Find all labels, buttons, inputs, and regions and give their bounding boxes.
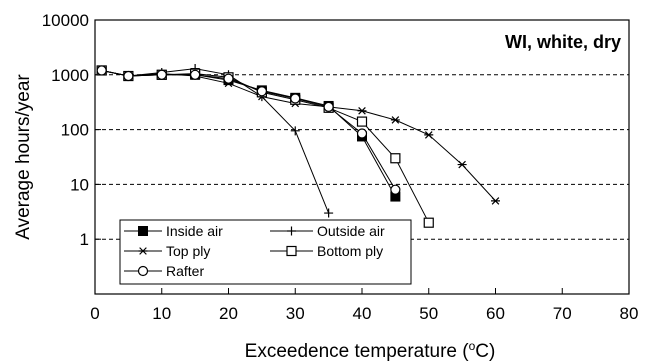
y-tick-label: 1 bbox=[80, 230, 89, 249]
data-point-top-ply bbox=[357, 107, 367, 115]
x-tick-label: 60 bbox=[486, 304, 505, 323]
data-point-rafter bbox=[323, 101, 334, 112]
legend-marker bbox=[138, 226, 148, 236]
data-point-bottom-ply bbox=[423, 217, 434, 228]
legend-marker bbox=[287, 226, 296, 236]
legend-label: Outside air bbox=[317, 223, 385, 239]
x-axis-title: Exceedence temperature (oC) bbox=[245, 339, 496, 362]
series-group bbox=[96, 64, 500, 228]
legend-item-top-ply: Top ply bbox=[124, 243, 210, 259]
x-tick-label: 20 bbox=[219, 304, 238, 323]
legend-item-inside-air: Inside air bbox=[124, 223, 223, 239]
series-line-outside-air bbox=[101, 68, 330, 214]
x-tick-label: 70 bbox=[553, 304, 572, 323]
data-point-rafter bbox=[356, 128, 368, 139]
series-outside-air bbox=[97, 64, 334, 218]
data-point-bottom-ply bbox=[390, 153, 401, 164]
data-point-top-ply bbox=[390, 116, 400, 124]
legend-marker bbox=[138, 247, 148, 255]
legend-item-bottom-ply: Bottom ply bbox=[270, 243, 383, 259]
data-point-rafter bbox=[390, 184, 401, 195]
x-axis-title-main: Exceedence temperature ( bbox=[245, 341, 470, 362]
data-point-rafter bbox=[256, 86, 267, 97]
data-point-rafter bbox=[290, 93, 301, 104]
legend-marker bbox=[137, 265, 149, 277]
series-rafter bbox=[96, 65, 401, 195]
y-tick-label: 10000 bbox=[42, 11, 89, 30]
data-point-outside-air bbox=[324, 208, 334, 218]
legend-label: Bottom ply bbox=[317, 243, 383, 259]
x-axis-title-unit-super: o bbox=[469, 339, 476, 353]
legend-label: Rafter bbox=[166, 263, 204, 279]
x-tick-label: 30 bbox=[286, 304, 305, 323]
data-point-rafter bbox=[156, 69, 167, 80]
x-axis-title-unit-tail: C) bbox=[475, 341, 495, 362]
data-point-top-ply bbox=[491, 197, 500, 205]
series-top-ply bbox=[97, 66, 500, 205]
x-tick-labels: 0 10 20 30 40 50 60 70 80 bbox=[90, 304, 638, 323]
legend-box bbox=[119, 219, 412, 285]
data-point-top-ply bbox=[457, 160, 467, 169]
x-tick-label: 40 bbox=[353, 304, 372, 323]
data-point-rafter bbox=[123, 70, 134, 82]
x-tick-label: 0 bbox=[90, 304, 99, 323]
series-line-rafter bbox=[101, 70, 396, 190]
legend-item-rafter: Rafter bbox=[124, 263, 204, 279]
y-tick-label: 1000 bbox=[51, 66, 89, 85]
grid-lines bbox=[95, 74, 629, 240]
x-tick-label: 80 bbox=[620, 304, 639, 323]
legend-label: Top ply bbox=[166, 243, 210, 259]
data-point-rafter bbox=[96, 65, 107, 76]
legend-item-outside-air: Outside air bbox=[270, 223, 385, 239]
data-point-outside-air bbox=[290, 126, 300, 136]
data-point-rafter bbox=[223, 73, 234, 84]
chart-annotation: WI, white, dry bbox=[505, 32, 621, 52]
y-tick-label: 100 bbox=[61, 121, 89, 140]
x-tick-label: 10 bbox=[152, 304, 171, 323]
y-axis-title: Average hours/year bbox=[13, 74, 34, 240]
legend: Inside air Outside air Top ply Bottom ply Ra… bbox=[119, 219, 412, 285]
legend-label: Inside air bbox=[166, 223, 223, 239]
y-tick-labels: 1 10 100 1000 10000 bbox=[42, 11, 89, 249]
plot-frame bbox=[94, 19, 630, 295]
series-line-top-ply bbox=[101, 70, 496, 202]
data-point-rafter bbox=[190, 69, 201, 80]
legend-marker bbox=[286, 245, 297, 257]
series-line-inside-air bbox=[101, 70, 396, 197]
x-tick-label: 50 bbox=[419, 304, 438, 323]
data-point-top-ply bbox=[424, 131, 434, 139]
data-point-bottom-ply bbox=[356, 116, 368, 127]
y-tick-label: 10 bbox=[70, 175, 89, 194]
